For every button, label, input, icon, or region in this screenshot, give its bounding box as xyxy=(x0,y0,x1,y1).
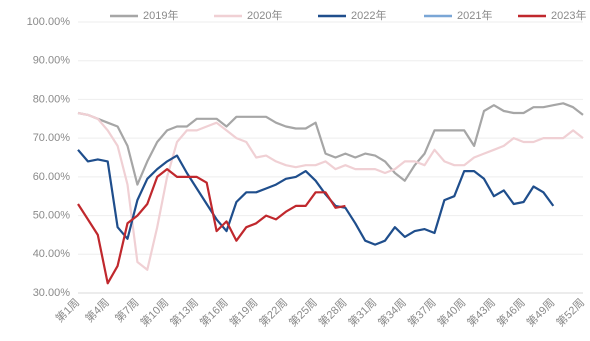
x-tick-label: 第31周 xyxy=(345,295,379,329)
y-tick-label: 40.00% xyxy=(33,248,71,260)
x-tick-label: 第19周 xyxy=(226,295,260,329)
legend-label: 2022年 xyxy=(351,8,386,22)
legend-label: 2019年 xyxy=(143,8,178,22)
legend-label: 2021年 xyxy=(457,8,492,22)
x-tick-label: 第10周 xyxy=(137,295,171,329)
x-tick-label: 第28周 xyxy=(315,295,349,329)
y-tick-label: 100.00% xyxy=(27,16,71,28)
x-tick-label: 第43周 xyxy=(464,295,498,329)
x-tick-label: 第34周 xyxy=(375,295,409,329)
series-line xyxy=(77,102,584,186)
legend-label: 2023年 xyxy=(551,8,586,22)
x-tick-label: 第4周 xyxy=(82,295,112,325)
y-tick-label: 50.00% xyxy=(33,209,71,221)
x-tick-label: 第49周 xyxy=(523,295,557,329)
series-line xyxy=(77,111,584,271)
x-tick-label: 第40周 xyxy=(434,295,468,329)
x-tick-label: 第16周 xyxy=(197,295,231,329)
x-tick-label: 第1周 xyxy=(52,295,82,325)
y-tick-label: 70.00% xyxy=(33,132,71,144)
x-tick-label: 第52周 xyxy=(553,295,587,329)
series-line xyxy=(77,168,346,285)
x-tick-label: 第7周 xyxy=(112,295,142,325)
x-tick-label: 第25周 xyxy=(286,295,320,329)
x-tick-label: 第13周 xyxy=(167,295,201,329)
x-tick-label: 第22周 xyxy=(256,295,290,329)
y-tick-label: 60.00% xyxy=(33,171,71,183)
y-tick-label: 90.00% xyxy=(33,55,71,67)
x-tick-label: 第46周 xyxy=(494,295,528,329)
y-tick-label: 80.00% xyxy=(33,93,71,105)
x-tick-label: 第37周 xyxy=(405,295,439,329)
series-line xyxy=(77,149,555,246)
y-tick-label: 30.00% xyxy=(33,287,71,299)
legend-label: 2020年 xyxy=(247,8,282,22)
